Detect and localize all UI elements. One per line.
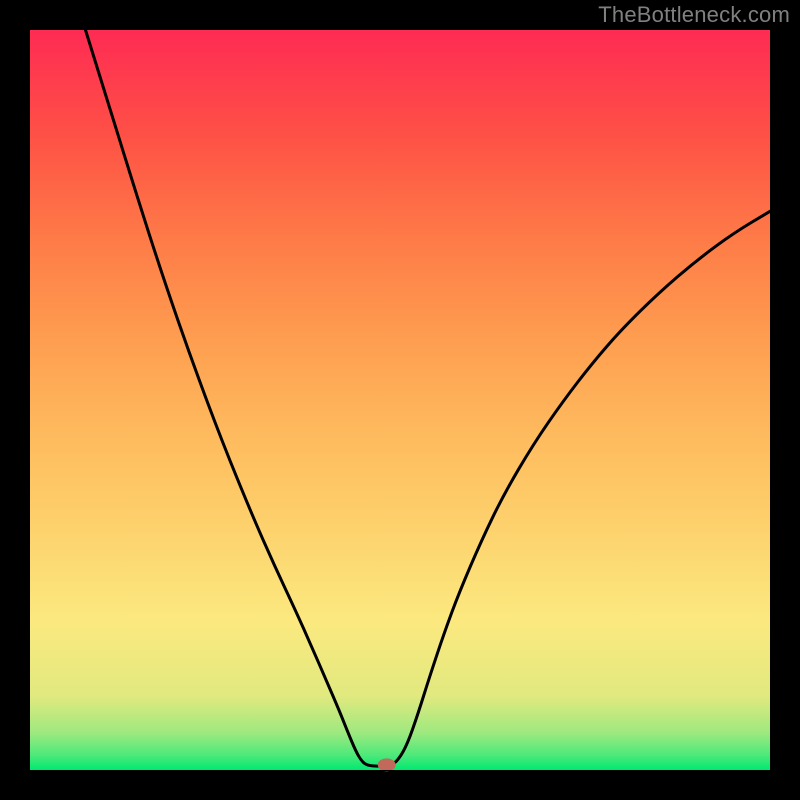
plot-background [30,30,770,770]
bottleneck-chart [0,0,800,800]
optimal-point-marker [378,758,396,771]
watermark: TheBottleneck.com [598,2,790,28]
